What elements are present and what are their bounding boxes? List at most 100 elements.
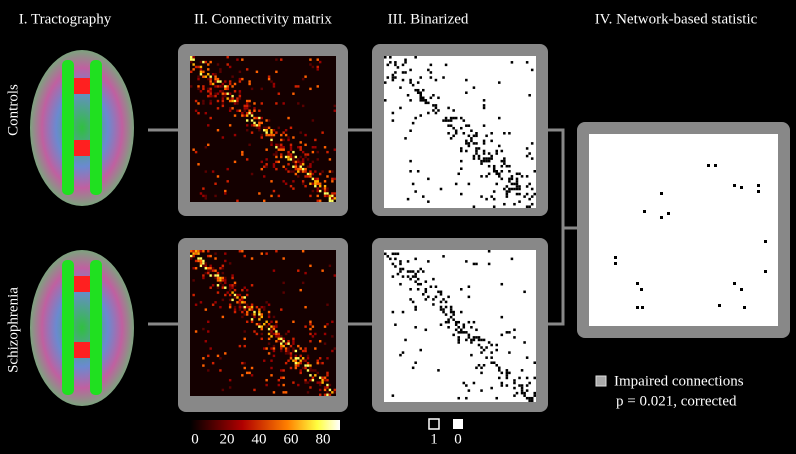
matrix-cell: [292, 381, 295, 384]
matrix-cell: [284, 133, 288, 137]
matrix-cell: [309, 378, 312, 382]
matrix-cell: [444, 320, 448, 324]
matrix-cell: [275, 131, 278, 134]
matrix-cell: [429, 96, 433, 100]
matrix-cell: [275, 146, 278, 149]
matrix-cell: [500, 149, 504, 153]
matrix-cell: [452, 134, 455, 138]
matrix-cell: [391, 310, 395, 314]
matrix-cell: [253, 310, 256, 314]
matrix-cell: [457, 320, 460, 324]
matrix-cell: [236, 296, 239, 299]
matrix-cell: [331, 199, 334, 202]
matrix-cell: [306, 357, 310, 360]
matrix-cell: [523, 394, 526, 397]
matrix-cell: [391, 76, 395, 79]
matrix-cell: [287, 352, 290, 355]
matrix-cell: [316, 182, 319, 185]
matrix-cell: [323, 189, 327, 193]
matrix-cell: [454, 323, 458, 326]
matrix-cell: [299, 165, 302, 168]
matrix-cell: [238, 293, 242, 297]
matrix-cell: [243, 337, 246, 341]
matrix-cell: [270, 129, 273, 132]
matrix-cell: [485, 157, 488, 160]
matrix-cell: [231, 94, 234, 98]
matrix-cell: [333, 274, 336, 277]
matrix-cell: [384, 56, 387, 59]
matrix-cell: [505, 371, 509, 375]
matrix-cell: [270, 194, 273, 198]
matrix-cell: [241, 150, 244, 154]
matrix-cell: [515, 172, 519, 176]
matrix-cell: [209, 254, 212, 258]
matrix-cell: [280, 376, 283, 379]
matrix-cell: [275, 150, 278, 154]
matrix-cell: [472, 205, 476, 208]
matrix-cell: [282, 383, 285, 387]
matrix-cell: [482, 152, 486, 155]
matrix-cell: [427, 260, 430, 263]
matrix-cell: [204, 170, 208, 173]
matrix-cell: [301, 158, 305, 161]
matrix-cell: [241, 374, 244, 377]
matrix-cell: [482, 142, 486, 145]
matrix-cell: [241, 296, 244, 299]
matrix-cell: [236, 199, 239, 202]
matrix-cell: [216, 286, 220, 289]
matrix-cell: [533, 361, 536, 364]
matrix-cell: [452, 310, 455, 314]
matrix-cell: [422, 96, 425, 100]
matrix-cell: [263, 305, 266, 309]
matrix-cell: [321, 170, 324, 173]
matrix-cell: [467, 336, 471, 339]
matrix-cell: [224, 252, 227, 255]
matrix-cell: [411, 270, 415, 273]
matrix-cell: [289, 153, 293, 156]
matrix-cell: [401, 351, 405, 354]
matrix-cell: [238, 80, 242, 83]
matrix-cell: [224, 352, 227, 355]
matrix-cell: [500, 333, 504, 337]
matrix-cell: [294, 172, 298, 176]
matrix-cell: [294, 167, 298, 171]
connection: [643, 210, 646, 213]
matrix-cell: [253, 330, 256, 333]
matrix-cell: [207, 269, 210, 272]
matrix-cell: [197, 85, 200, 88]
matrix-cell: [214, 80, 217, 83]
matrix-cell: [202, 60, 205, 64]
matrix-cell: [508, 164, 511, 168]
matrix-cell: [221, 271, 225, 275]
matrix-cell: [233, 310, 237, 314]
matrix-cell: [243, 330, 246, 333]
matrix-cell: [202, 264, 205, 268]
matrix-cell: [449, 116, 453, 120]
matrix-cell: [224, 286, 227, 289]
matrix-cell: [243, 344, 246, 348]
matrix-cell: [394, 76, 397, 79]
matrix-cell: [304, 378, 307, 382]
matrix-cell: [272, 82, 276, 86]
matrix-cell: [472, 134, 476, 138]
matrix-cell: [265, 133, 268, 137]
matrix-cell: [444, 300, 448, 304]
connection: [614, 262, 617, 265]
matrix-cell: [228, 378, 232, 382]
matrix-cell: [250, 114, 254, 117]
matrix-cell: [528, 182, 531, 186]
matrix-cell: [316, 180, 319, 183]
matrix-cell: [467, 134, 471, 138]
matrix-cell: [427, 68, 430, 72]
matrix-cell: [197, 250, 200, 253]
matrix-cell: [228, 288, 232, 292]
matrix-cell: [301, 366, 305, 370]
matrix-cell: [331, 197, 334, 200]
matrix-cell: [470, 129, 473, 132]
matrix-cell: [294, 366, 298, 370]
matrix-cell: [314, 177, 317, 181]
matrix-cell: [424, 298, 428, 301]
matrix-cell: [465, 338, 468, 342]
matrix-cell: [462, 381, 466, 385]
matrix-cell: [444, 63, 448, 67]
